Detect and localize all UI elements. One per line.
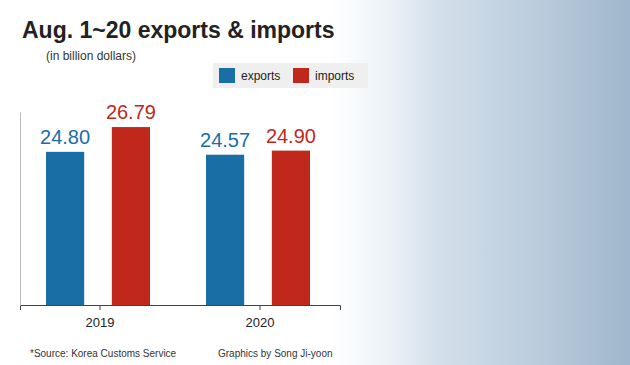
bar	[206, 155, 244, 305]
source: *Source: Korea Customs Service	[30, 348, 177, 359]
x-tick: 2020	[246, 305, 275, 330]
bar	[46, 152, 84, 305]
bar	[112, 127, 150, 305]
y-axis	[20, 113, 21, 306]
x-axis: 2019 2020	[21, 305, 341, 330]
bar	[272, 151, 310, 305]
data-label: 26.79	[106, 101, 156, 123]
legend-swatch	[293, 68, 309, 83]
chart: Aug. 1~20 exports & imports (in billion d…	[0, 0, 630, 365]
legend: exports imports	[213, 63, 368, 88]
legend-label: exports	[241, 69, 280, 83]
legend-box	[213, 63, 368, 88]
x-tick: 2019	[86, 305, 115, 330]
y-axis-line	[20, 113, 21, 306]
x-tick-mark	[100, 305, 101, 310]
data-label: 24.80	[40, 126, 90, 148]
x-tick-label: 2020	[246, 315, 275, 330]
data-label: 24.90	[266, 125, 316, 147]
x-axis-line	[21, 306, 341, 311]
legend-swatch	[219, 68, 235, 83]
title: Aug. 1~20 exports & imports	[22, 17, 335, 43]
background	[330, 0, 630, 365]
x-tick-mark	[260, 305, 261, 310]
legend-label: imports	[315, 69, 354, 83]
x-tick-label: 2019	[86, 315, 115, 330]
subtitle: (in billion dollars)	[46, 49, 136, 63]
bars	[46, 127, 310, 305]
credit: Graphics by Song Ji-yoon	[218, 348, 333, 359]
data-label: 24.57	[200, 129, 250, 151]
